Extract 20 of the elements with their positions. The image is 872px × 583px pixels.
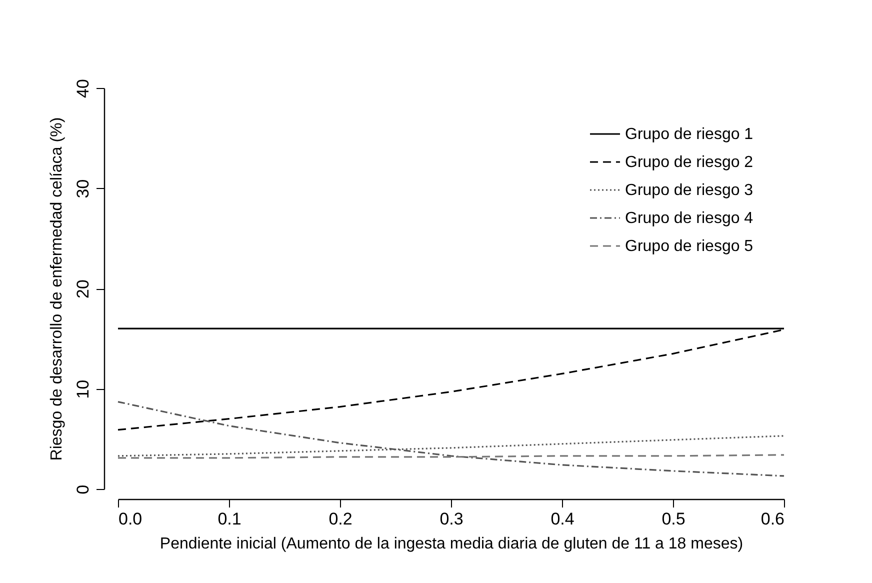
y-tick-label: 0 [74,484,92,494]
legend-label: Grupo de riesgo 3 [625,182,754,199]
x-tick-label: 0.0 [118,510,142,528]
x-tick-label: 0.1 [218,510,242,528]
legend-label: Grupo de riesgo 4 [625,210,754,227]
y-tick-label: 10 [74,380,92,399]
legend-label: Grupo de riesgo 5 [625,238,754,255]
x-tick-label: 0.3 [440,510,464,528]
y-tick-label: 40 [74,79,92,98]
x-tick-label: 0.5 [662,510,686,528]
y-tick-label: 20 [74,280,92,298]
line-series [117,400,785,477]
x-axis-title: Pendiente inicial (Aumento de la ingesta media diaria de gluten de 11 a 18 meses) [160,536,744,552]
y-axis-title: Riesgo de desarrollo de enfermedad celíaca (%) [48,117,66,461]
x-tick-label: 0.2 [328,510,352,528]
legend-label: Grupo de riesgo 2 [625,154,754,171]
y-tick-label: 30 [74,179,92,198]
x-tick-label: 0.4 [550,510,574,528]
x-tick-label: 0.6 [760,510,784,528]
legend-label: Grupo de riesgo 1 [625,126,754,143]
